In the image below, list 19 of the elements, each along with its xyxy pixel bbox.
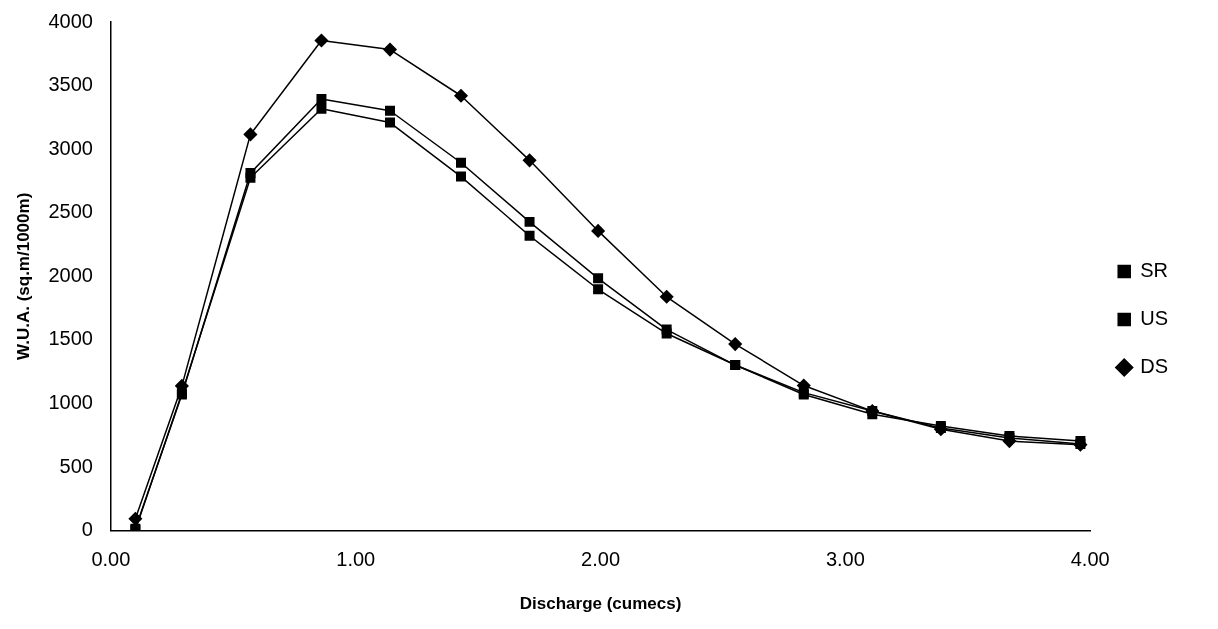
x-tick-label: 1.00 [336, 548, 376, 571]
y-tick-label: 2500 [48, 200, 93, 223]
x-tick-label: 3.00 [825, 548, 865, 571]
y-tick-label: 4000 [48, 9, 93, 32]
y-tick-label: 2000 [48, 263, 93, 286]
legend-label: US [1140, 307, 1169, 330]
x-tick-label: 4.00 [1070, 548, 1110, 571]
x-axis-title: Discharge (cumecs) [519, 594, 682, 614]
y-tick-label: 1500 [48, 327, 93, 350]
y-tick-label: 3500 [48, 73, 93, 96]
x-tick-label: 2.00 [581, 548, 621, 571]
legend-label: DS [1140, 355, 1169, 378]
y-tick-label: 1000 [48, 390, 93, 413]
y-tick-label: 500 [59, 454, 93, 477]
y-tick-label: 3000 [48, 136, 93, 159]
x-tick-label: 0.00 [91, 548, 131, 571]
y-tick-label: 0 [81, 518, 93, 541]
y-axis-title: W.U.A. (sq.m/1000m) [13, 192, 33, 360]
legend-label: SR [1140, 259, 1169, 282]
